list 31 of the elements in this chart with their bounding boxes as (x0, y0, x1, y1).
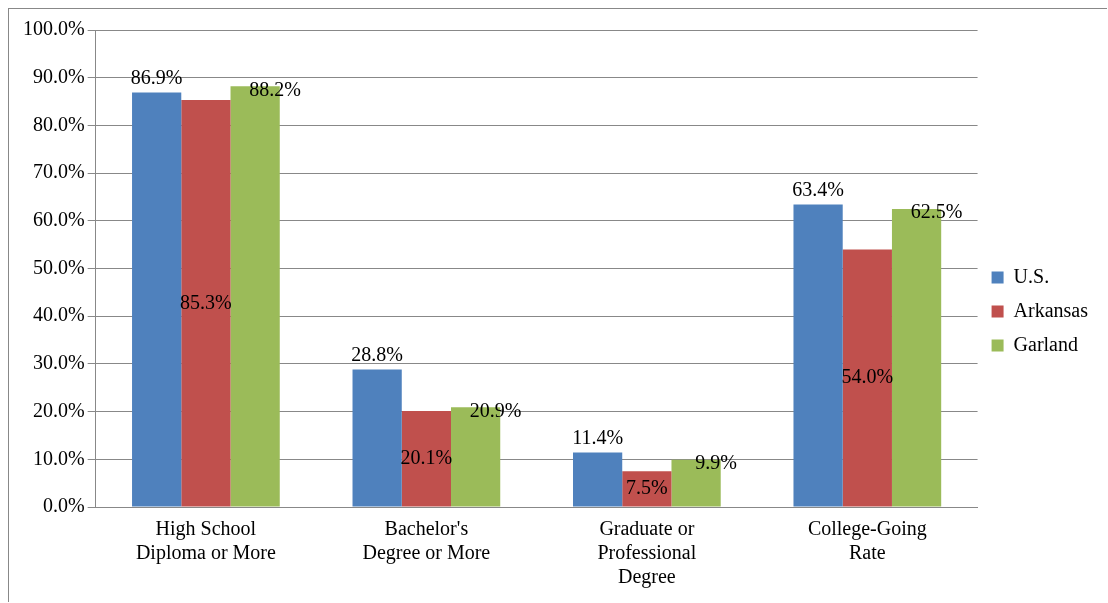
data-label: 63.4% (792, 177, 844, 200)
data-label: 86.9% (130, 65, 183, 88)
bar (132, 92, 182, 507)
data-label: 11.4% (572, 425, 624, 448)
bar (842, 249, 892, 507)
x-tick-label: High School Diploma or More (135, 517, 276, 565)
y-tick-label: 30.0% (32, 351, 85, 374)
legend-label: Garland (1013, 332, 1078, 355)
y-tick-label: 50.0% (32, 255, 85, 278)
y-tick-label: 90.0% (32, 64, 85, 87)
y-tick-label: 60.0% (32, 208, 85, 231)
y-tick-label: 100.0% (22, 17, 85, 40)
x-tick-label: Bachelor's Degree or More (362, 517, 491, 565)
x-tick-label: College-Going Rate (807, 517, 927, 564)
y-tick-label: 40.0% (32, 303, 85, 326)
bar (793, 204, 843, 507)
bar (352, 369, 402, 507)
data-label: 7.5% (626, 476, 668, 499)
y-tick-label: 0.0% (42, 494, 85, 517)
y-tick-label: 80.0% (32, 112, 85, 135)
legend-label: U.S. (1013, 264, 1050, 287)
y-tick-label: 70.0% (32, 160, 85, 183)
bar (181, 100, 231, 507)
y-tick-label: 10.0% (32, 446, 85, 469)
data-label: 28.8% (351, 342, 403, 365)
y-tick-label: 20.0% (32, 398, 85, 421)
bar (573, 452, 623, 507)
data-label: 62.5% (910, 200, 963, 223)
data-label: 88.2% (249, 77, 301, 100)
legend-label: Arkansas (1013, 298, 1089, 321)
x-tick-label: Graduate or Professional Degree (597, 517, 697, 589)
